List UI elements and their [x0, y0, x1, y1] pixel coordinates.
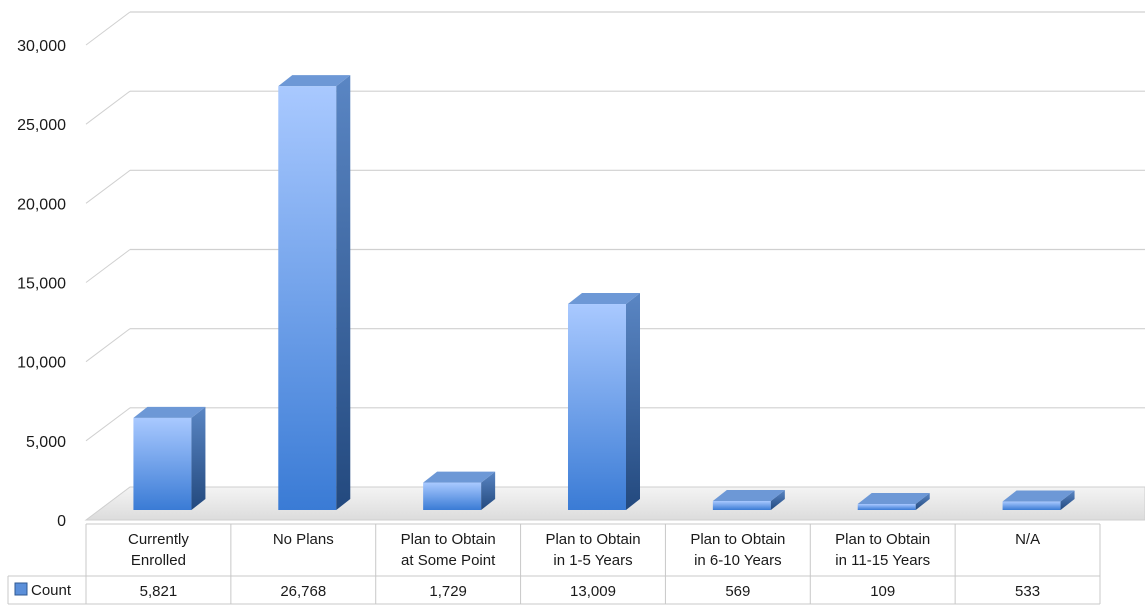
bar — [1003, 491, 1075, 510]
category-label: Plan to Obtain at Some Point — [401, 531, 496, 569]
series-name: Count — [31, 582, 72, 599]
value-label: 26,768 — [280, 583, 326, 600]
bar-front — [1003, 502, 1061, 510]
category-label: Plan to Obtain in 1-5 Years — [545, 531, 640, 569]
bar-side — [626, 293, 640, 510]
value-label: 1,729 — [429, 583, 467, 600]
category-label: Currently Enrolled — [128, 531, 189, 569]
bar — [278, 75, 350, 510]
value-label: 533 — [1015, 583, 1040, 600]
bars — [133, 75, 1074, 510]
bar-front — [858, 504, 916, 510]
bar — [713, 490, 785, 510]
bar-front — [568, 304, 626, 510]
y-tick-label: 10,000 — [17, 355, 66, 372]
value-label: 569 — [725, 583, 750, 600]
bar-front — [423, 483, 481, 510]
value-label: 13,009 — [570, 583, 616, 600]
gridline-slant — [86, 12, 130, 45]
bar-side — [191, 407, 205, 510]
y-tick-label: 15,000 — [17, 276, 66, 293]
bar-front — [278, 86, 336, 510]
data-table: Currently Enrolled No Plans Plan to Obtain a… — [8, 524, 1100, 604]
value-label: 109 — [870, 583, 895, 600]
y-tick-label: 0 — [57, 513, 66, 530]
gridline-slant — [86, 170, 130, 203]
gridline-slant — [86, 329, 130, 362]
bar-front — [133, 418, 191, 510]
bar — [858, 493, 930, 510]
gridline-slant — [86, 408, 130, 441]
y-tick-label: 5,000 — [26, 434, 66, 451]
category-label: No Plans — [273, 531, 334, 548]
category-label: Plan to Obtain in 11-15 Years — [835, 531, 930, 569]
y-tick-label: 25,000 — [17, 117, 66, 134]
legend-swatch — [15, 583, 27, 595]
value-label: 5,821 — [140, 583, 178, 600]
bar-side — [336, 75, 350, 510]
y-tick-label: 30,000 — [17, 38, 66, 55]
bar — [568, 293, 640, 510]
category-label: Plan to Obtain in 6-10 Years — [690, 531, 785, 569]
bar — [133, 407, 205, 510]
gridline-slant — [86, 91, 130, 124]
y-tick-label: 20,000 — [17, 196, 66, 213]
bar — [423, 472, 495, 510]
bar-front — [713, 501, 771, 510]
gridline-slant — [86, 250, 130, 283]
category-label: N/A — [1015, 531, 1040, 548]
y-axis: 0 5,000 10,000 15,000 20,000 25,000 30,000 — [17, 38, 66, 530]
